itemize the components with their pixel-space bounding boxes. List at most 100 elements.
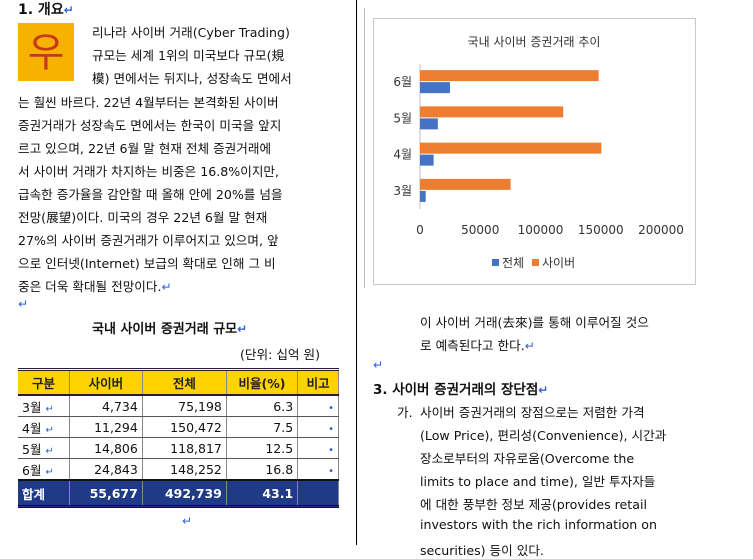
cell-total: 150,472 bbox=[142, 416, 227, 438]
logo-char: 우 bbox=[28, 30, 65, 76]
header-cyber: 사이버 bbox=[69, 368, 143, 396]
paragraph-mark-icon: ↵ bbox=[237, 322, 248, 336]
cell-month: 6월 ↵ bbox=[18, 458, 70, 481]
legend-swatch-total bbox=[492, 259, 499, 266]
section-heading-text: 3. 사이버 증권거래의 장단점 bbox=[373, 382, 539, 398]
section-heading-text: 1. 개요 bbox=[18, 2, 64, 18]
para-line-text: 중은 더욱 확대될 전망이다. bbox=[18, 279, 162, 294]
paragraph-mark-icon: ↵ bbox=[161, 280, 172, 294]
item-line: investors with the rich information on bbox=[420, 517, 657, 532]
bar-cyber bbox=[420, 106, 564, 118]
legend-label-cyber: 사이버 bbox=[542, 256, 575, 270]
item-line: 사이버 증권거래의 장점으로는 저렴한 가격 bbox=[420, 405, 645, 420]
paragraph-mark-icon: ↵ bbox=[18, 297, 29, 311]
drop-cap-logo: 우 bbox=[18, 23, 74, 81]
unit-label: (단위: 십억 원) bbox=[240, 347, 321, 362]
chart-frame-edge bbox=[364, 8, 365, 288]
section-heading-pros-cons: 3. 사이버 증권거래의 장단점↵ bbox=[373, 378, 548, 398]
bar-total bbox=[420, 82, 450, 94]
table-title: 국내 사이버 증권거래 규모↵ bbox=[92, 318, 247, 337]
y-category-label: 3월 bbox=[393, 184, 412, 198]
cell-cyber: 14,806 bbox=[69, 437, 143, 459]
chart-container: 국내 사이버 증권거래 추이 0 50000 100000 150000 200000 3월… bbox=[373, 18, 696, 285]
x-tick-label: 150000 bbox=[578, 223, 624, 237]
drop-cap-glyph: 우 bbox=[28, 30, 65, 76]
table-row: 6월 ↵ 24,843 148,252 16.8 • bbox=[18, 458, 339, 481]
cell-note: • bbox=[297, 458, 339, 481]
cell-month: 3월 ↵ bbox=[18, 395, 70, 417]
continuation-text: 로 예측된다고 한다. bbox=[420, 338, 525, 353]
cell-month: 5월 ↵ bbox=[18, 437, 70, 459]
header-note: 비고 bbox=[297, 368, 339, 396]
para-line: 규모는 세계 1위의 미국보다 규모(規 bbox=[92, 48, 285, 63]
bar-cyber bbox=[420, 178, 511, 190]
paragraph-mark-icon: ↵ bbox=[182, 514, 193, 528]
table-row: 4월 ↵ 11,294 150,472 7.5 • bbox=[18, 416, 339, 438]
y-category-label: 4월 bbox=[393, 148, 412, 162]
continuation-line: 이 사이버 거래(去來)를 통해 이루어질 것으 bbox=[420, 315, 649, 330]
paragraph-mark-icon: ↵ bbox=[524, 339, 535, 353]
cell-total: 148,252 bbox=[142, 458, 227, 481]
para-line: 전망(展望)이다. 미국의 경우 22년 6월 말 현재 bbox=[18, 210, 268, 225]
header-total: 전체 bbox=[142, 368, 227, 396]
para-line: 는 훨씬 바르다. 22년 4월부터는 본격화된 사이버 bbox=[18, 95, 279, 110]
para-line: 증권거래가 성장속도 면에서는 한국이 미국을 앞지 bbox=[18, 118, 282, 133]
cell-total-label: 합계 bbox=[18, 479, 70, 508]
cell-cyber: 24,843 bbox=[69, 458, 143, 481]
header-ratio: 비율(%) bbox=[226, 368, 299, 396]
chart-title: 국내 사이버 증권거래 추이 bbox=[468, 35, 601, 49]
x-tick-label: 200000 bbox=[638, 223, 684, 237]
header-category: 구분 bbox=[18, 368, 70, 396]
cell-total-ratio: 43.1 bbox=[226, 479, 299, 508]
cell-ratio: 6.3 bbox=[226, 395, 299, 417]
para-line: 르고 있으며, 22년 6월 말 현재 전체 증권거래에 bbox=[18, 141, 272, 156]
table-title-text: 국내 사이버 증권거래 규모 bbox=[92, 322, 238, 337]
cell-ratio: 12.5 bbox=[226, 437, 299, 459]
item-line: 에 대한 풍부한 정보 제공(provides retail bbox=[420, 497, 647, 512]
cell-cyber: 11,294 bbox=[69, 416, 143, 438]
cell-month: 4월 ↵ bbox=[18, 416, 70, 438]
item-line: 장소로부터의 자유로움(Overcome the bbox=[420, 451, 635, 466]
cell-total-all: 492,739 bbox=[142, 479, 227, 508]
section-heading-overview: 1. 개요↵ bbox=[18, 0, 74, 19]
cyber-trading-table: 구분 사이버 전체 비율(%) 비고 3월 ↵ 4,734 75,198 6.3… bbox=[18, 368, 339, 508]
cell-total: 118,817 bbox=[142, 437, 227, 459]
paragraph-mark-icon: ↵ bbox=[538, 383, 549, 397]
para-line-last: 중은 더욱 확대될 전망이다.↵ bbox=[18, 276, 172, 295]
table-row: 3월 ↵ 4,734 75,198 6.3 • bbox=[18, 395, 339, 417]
column-divider bbox=[356, 0, 357, 545]
y-category-label: 6월 bbox=[393, 75, 412, 89]
para-line: 서 사이버 거래가 차지하는 비중은 16.8%이지만, bbox=[18, 164, 279, 179]
item-line: limits to place and time), 일반 투자자들 bbox=[420, 474, 656, 489]
cell-total-cyber: 55,677 bbox=[69, 479, 143, 508]
para-line: 27%의 사이버 증권거래가 이루어지고 있으며, 앞 bbox=[18, 233, 279, 248]
y-category-label: 5월 bbox=[393, 111, 412, 125]
cell-ratio: 7.5 bbox=[226, 416, 299, 438]
cell-note: • bbox=[297, 416, 339, 438]
x-tick-label: 0 bbox=[416, 223, 424, 237]
paragraph-mark-icon: ↵ bbox=[63, 3, 74, 17]
x-tick-label: 100000 bbox=[518, 223, 564, 237]
cell-ratio: 16.8 bbox=[226, 458, 299, 481]
x-tick-label: 50000 bbox=[461, 223, 499, 237]
legend-label-total: 전체 bbox=[502, 256, 524, 270]
paragraph-mark-icon: ↵ bbox=[373, 358, 384, 372]
continuation-line-last: 로 예측된다고 한다.↵ bbox=[420, 335, 535, 354]
cell-total-note bbox=[297, 479, 339, 508]
item-line: (Low Price), 편리성(Convenience), 시간과 bbox=[420, 428, 667, 443]
cell-note: • bbox=[297, 395, 339, 417]
para-line: 급속한 증가율을 감안할 때 올해 안에 20%를 넘을 bbox=[18, 187, 283, 202]
bar-cyber bbox=[420, 70, 599, 82]
cell-total: 75,198 bbox=[142, 395, 227, 417]
list-marker: 가. bbox=[397, 405, 413, 420]
item-line: securities) 등이 있다. bbox=[420, 543, 544, 558]
legend-swatch-cyber bbox=[532, 259, 539, 266]
para-line: 으로 인터넷(Internet) 보급의 확대로 인해 그 비 bbox=[18, 256, 276, 271]
cell-cyber: 4,734 bbox=[69, 395, 143, 417]
table-total-row: 합계 55,677 492,739 43.1 bbox=[18, 479, 339, 508]
bar-cyber bbox=[420, 142, 602, 154]
table-header-row: 구분 사이버 전체 비율(%) 비고 bbox=[18, 368, 339, 396]
para-line: 模) 면에서는 뒤지나, 성장속도 면에서 bbox=[92, 71, 292, 86]
cell-note: • bbox=[297, 437, 339, 459]
table-row: 5월 ↵ 14,806 118,817 12.5 • bbox=[18, 437, 339, 459]
